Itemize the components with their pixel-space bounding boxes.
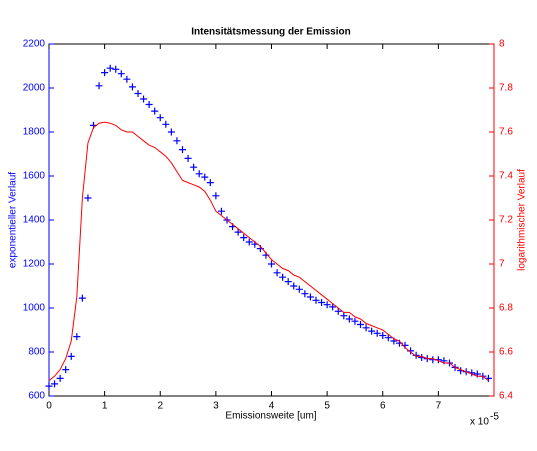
- y-tick-label: 2000: [23, 83, 46, 94]
- y2-tick-label: 8: [499, 39, 505, 50]
- plus-marker: [140, 95, 148, 103]
- y-tick-label: 1800: [23, 127, 46, 138]
- plus-marker: [151, 107, 159, 115]
- plus-marker: [206, 179, 214, 187]
- y2-tick-label: 7.4: [499, 171, 513, 182]
- plus-marker: [73, 333, 81, 341]
- y2-axis-label: logarithmischer Verlauf: [517, 169, 528, 271]
- y2-tick-label: 7.6: [499, 127, 513, 138]
- y2-tick-label: 6.8: [499, 303, 513, 314]
- plus-marker: [368, 327, 376, 335]
- plus-marker: [273, 269, 281, 277]
- plus-marker: [145, 101, 153, 108]
- plus-marker: [240, 234, 248, 242]
- x-exponent: -5: [490, 412, 499, 423]
- plus-marker: [67, 352, 75, 360]
- plus-marker: [318, 299, 326, 306]
- plus-marker: [190, 163, 198, 171]
- plus-marker: [195, 170, 203, 178]
- plus-marker: [312, 296, 320, 304]
- plus-marker: [217, 207, 225, 215]
- plus-marker: [295, 285, 303, 293]
- plus-marker: [106, 64, 114, 72]
- x-tick-label: 0: [46, 401, 52, 412]
- plus-marker: [379, 332, 387, 339]
- plus-marker: [279, 273, 287, 281]
- x-tick-label: 7: [436, 401, 442, 412]
- plus-marker: [284, 278, 292, 286]
- plus-marker: [234, 228, 242, 236]
- y2-tick-label: 6.6: [499, 347, 513, 358]
- y2-tick-label: 7.2: [499, 215, 513, 226]
- plus-marker: [245, 238, 253, 246]
- plus-marker: [134, 90, 142, 97]
- chart-title: Intensitätsmessung der Emission: [191, 27, 351, 38]
- y-tick-label: 1200: [23, 259, 46, 270]
- plus-marker: [123, 75, 131, 83]
- plus-marker: [362, 324, 370, 332]
- plus-marker: [301, 290, 309, 298]
- plus-marker: [62, 366, 70, 374]
- plus-marker: [201, 173, 209, 181]
- plus-marker: [412, 351, 420, 359]
- plus-marker: [334, 307, 342, 315]
- plus-marker: [117, 70, 125, 78]
- y2-tick-label: 7.8: [499, 83, 513, 94]
- plus-marker: [179, 146, 186, 154]
- plus-marker: [329, 303, 337, 311]
- plus-marker: [128, 83, 136, 91]
- plus-marker: [306, 293, 314, 301]
- plus-marker: [95, 82, 103, 90]
- y-tick-label: 1000: [23, 303, 46, 314]
- plus-marker: [162, 120, 170, 128]
- plus-marker: [351, 317, 359, 325]
- y-tick-label: 800: [28, 347, 45, 358]
- x-tick-label: 2: [157, 401, 163, 412]
- plus-marker: [323, 301, 331, 309]
- plus-marker: [156, 114, 164, 122]
- x-multiplier: x 10: [470, 417, 489, 428]
- x-tick-label: 1: [102, 401, 108, 412]
- y-tick-label: 2200: [23, 39, 46, 50]
- line-series: [48, 121, 489, 381]
- plus-marker: [84, 194, 92, 202]
- plus-marker: [56, 374, 64, 382]
- x-tick-label: 4: [269, 401, 275, 412]
- plus-marker: [212, 192, 220, 200]
- plus-marker: [268, 260, 275, 268]
- plus-marker: [101, 69, 109, 77]
- x-tick-label: 5: [324, 401, 330, 412]
- plus-marker: [373, 329, 381, 337]
- plus-marker: [290, 282, 298, 290]
- x-axis-label: Emissionsweite [um]: [225, 411, 316, 422]
- plus-marker: [184, 154, 192, 162]
- plus-marker: [345, 315, 353, 323]
- plus-marker: [407, 347, 415, 355]
- plus-marker: [384, 334, 392, 342]
- plus-marker: [112, 65, 120, 73]
- plus-marker: [45, 382, 53, 390]
- plus-marker: [167, 128, 175, 136]
- x-tick-label: 6: [380, 401, 386, 412]
- plus-marker: [340, 312, 348, 320]
- plus-marker: [173, 137, 181, 145]
- plus-marker: [78, 294, 86, 302]
- y2-tick-label: 7: [499, 259, 505, 270]
- y2-tick-label: 6.4: [499, 391, 513, 402]
- x-tick-label: 3: [213, 401, 219, 412]
- y-tick-label: 1600: [23, 171, 46, 182]
- y-axis-label: exponentieller Verlauf: [8, 172, 19, 268]
- plus-marker: [51, 380, 59, 388]
- y-tick-label: 1400: [23, 215, 46, 226]
- plus-marker: [357, 321, 364, 328]
- y-tick-label: 600: [28, 391, 45, 402]
